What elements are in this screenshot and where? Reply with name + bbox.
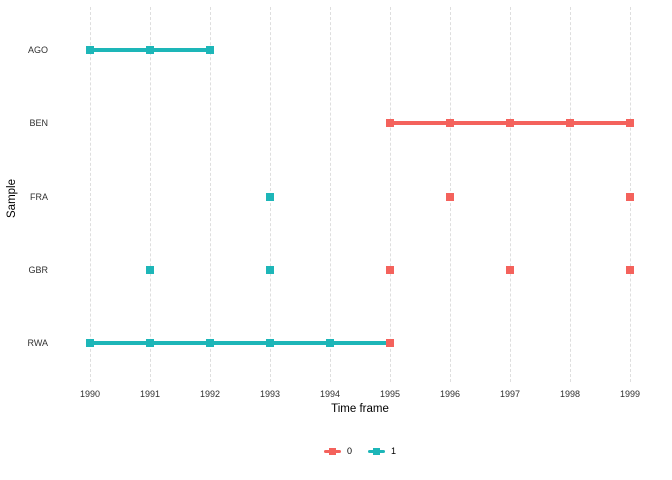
- segment-RWA: [90, 341, 390, 345]
- data-point-GBR-1999: [626, 266, 634, 274]
- legend-key-point: [373, 447, 380, 455]
- legend-label: 0: [346, 446, 352, 456]
- x-tick-label-1995: 1995: [379, 389, 401, 399]
- y-tick-label-BEN: BEN: [29, 118, 48, 128]
- data-point-RWA-1991: [146, 339, 154, 347]
- data-point-RWA-1992: [206, 339, 214, 347]
- y-tick-label-RWA: RWA: [27, 338, 48, 348]
- gridline-1992: [209, 7, 211, 382]
- gridline-1998: [569, 7, 571, 382]
- data-point-GBR-1995: [386, 266, 394, 274]
- x-tick-label-1997: 1997: [499, 389, 521, 399]
- x-tick-label-1996: 1996: [439, 389, 461, 399]
- data-point-BEN-1997: [506, 119, 514, 127]
- data-point-AGO-1990: [86, 46, 94, 54]
- x-tick-label-1991: 1991: [139, 389, 161, 399]
- legend-key-point: [328, 447, 336, 455]
- y-axis-title: Sample: [6, 179, 18, 218]
- data-point-FRA-1993: [266, 193, 274, 201]
- y-tick-label-AGO: AGO: [27, 45, 48, 55]
- data-point-RWA-1994: [326, 339, 334, 347]
- x-tick-label-1992: 1992: [199, 389, 221, 399]
- gridline-1997: [509, 7, 511, 382]
- data-point-BEN-1999: [626, 119, 634, 127]
- data-point-AGO-1991: [146, 46, 154, 54]
- data-point-GBR-1993: [266, 266, 274, 274]
- data-point-RWA-1993: [266, 339, 274, 347]
- data-point-RWA-1995: [386, 339, 394, 347]
- x-tick-label-1990: 1990: [79, 389, 101, 399]
- data-point-BEN-1995: [386, 119, 394, 127]
- data-point-AGO-1992: [206, 46, 214, 54]
- gridline-1990: [89, 7, 91, 382]
- data-point-BEN-1998: [566, 119, 574, 127]
- y-tick-label-GBR: GBR: [28, 265, 48, 275]
- x-tick-label-1999: 1999: [619, 389, 641, 399]
- data-point-RWA-1990: [86, 339, 94, 347]
- data-point-FRA-1999: [626, 193, 634, 201]
- legend-key-icon: [323, 447, 341, 456]
- data-point-GBR-1997: [506, 266, 514, 274]
- legend-key-icon: [368, 447, 385, 456]
- gridline-1991: [149, 7, 151, 382]
- gridline-1995: [389, 7, 391, 382]
- legend-entry-1: 1: [368, 446, 396, 456]
- data-point-BEN-1996: [446, 119, 454, 127]
- legend-entry-0: 0: [323, 446, 352, 456]
- data-point-FRA-1996: [446, 193, 454, 201]
- x-tick-label-1993: 1993: [259, 389, 281, 399]
- y-tick-label-FRA: FRA: [30, 192, 48, 202]
- legend-label: 1: [391, 446, 397, 456]
- gridline-1994: [329, 7, 331, 382]
- x-tick-label-1994: 1994: [319, 389, 341, 399]
- data-point-GBR-1991: [146, 266, 154, 274]
- x-axis-title: Time frame: [331, 403, 389, 415]
- x-tick-label-1998: 1998: [559, 389, 581, 399]
